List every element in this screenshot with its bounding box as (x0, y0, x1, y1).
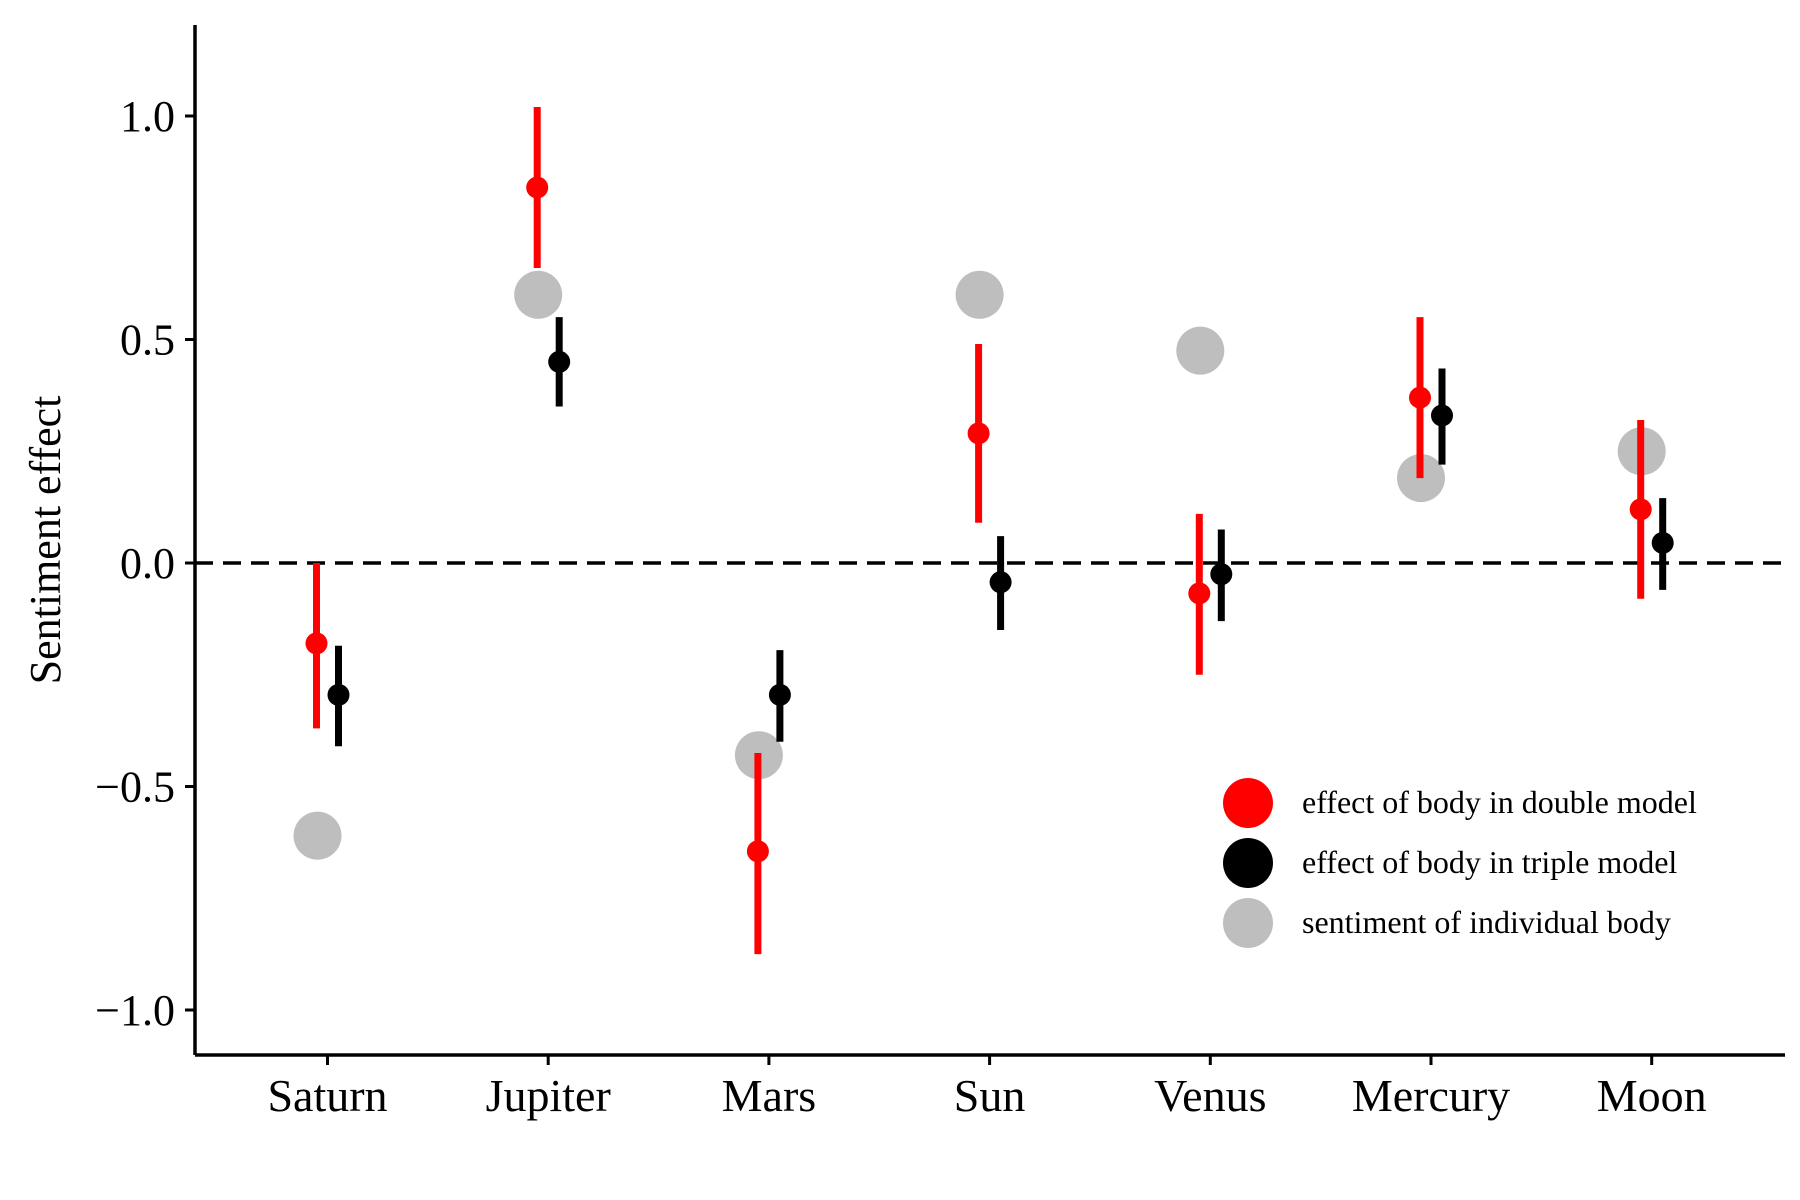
x-tick-label: Mercury (1352, 1070, 1510, 1121)
double-model-point (1629, 498, 1652, 521)
y-tick-label: 0.0 (120, 539, 175, 588)
double-model-point (305, 632, 328, 655)
y-axis-title: Sentiment effect (21, 396, 70, 685)
x-tick-label: Venus (1154, 1070, 1266, 1121)
y-tick-label: −1.0 (95, 986, 175, 1035)
legend-double-model-label: effect of body in double model (1302, 784, 1697, 820)
triple-model-point (1210, 563, 1233, 586)
x-tick-label: Moon (1597, 1070, 1707, 1121)
triple-model-point (1651, 531, 1674, 554)
legend-individual-body-key (1223, 898, 1273, 948)
y-tick-label: −0.5 (95, 763, 175, 812)
triple-model-point (327, 683, 350, 706)
double-model-point (967, 422, 990, 445)
double-model-point (526, 176, 549, 199)
x-tick-label: Jupiter (486, 1070, 611, 1121)
double-model-point (1409, 386, 1431, 409)
individual-sentiment-point (514, 270, 563, 319)
individual-sentiment-point (1176, 326, 1225, 375)
double-model-point (1188, 582, 1211, 605)
double-model-point (746, 840, 769, 863)
legend-triple-model-key (1223, 838, 1273, 888)
triple-model-point (989, 571, 1012, 594)
x-tick-label: Mars (722, 1070, 817, 1121)
individual-sentiment-point (293, 811, 342, 860)
triple-model-point (768, 683, 791, 706)
y-tick-label: 1.0 (120, 92, 175, 141)
individual-sentiment-point (955, 270, 1004, 319)
y-tick-label: 0.5 (120, 316, 175, 365)
legend-triple-model-label: effect of body in triple model (1302, 844, 1677, 880)
x-tick-label: Saturn (267, 1070, 387, 1121)
x-tick-label: Sun (954, 1070, 1026, 1121)
triple-model-point (548, 350, 571, 373)
triple-model-point (1431, 404, 1453, 427)
legend-double-model-key (1223, 778, 1273, 828)
legend-individual-body-label: sentiment of individual body (1302, 904, 1671, 940)
